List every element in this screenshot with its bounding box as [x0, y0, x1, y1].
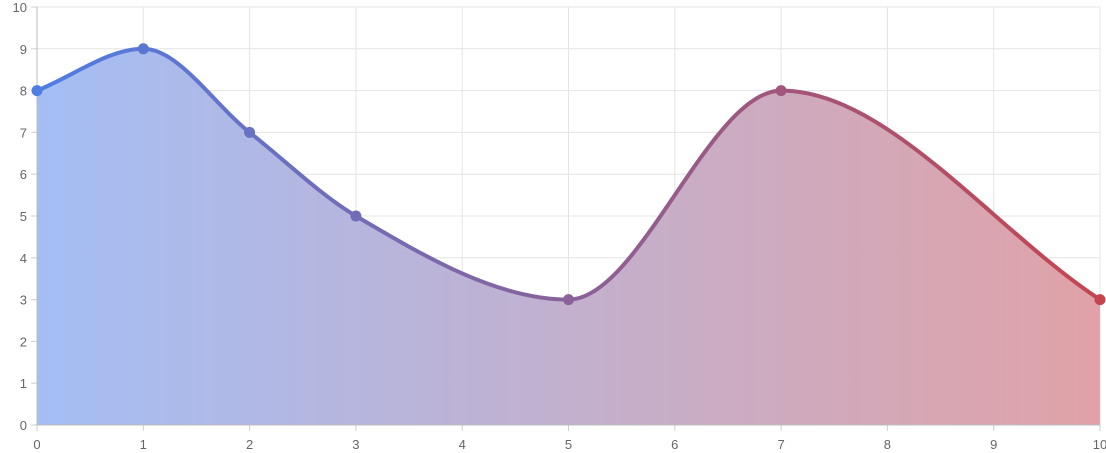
y-tick-label: 10: [13, 0, 27, 15]
x-tick-label: 6: [671, 437, 678, 452]
y-tick-label: 5: [20, 209, 27, 224]
x-tick-label: 3: [352, 437, 359, 452]
x-tick-label: 5: [565, 437, 572, 452]
y-tick-label: 4: [20, 251, 27, 266]
x-tick-label: 10: [1093, 437, 1106, 452]
data-point[interactable]: [244, 126, 256, 138]
data-point[interactable]: [350, 210, 362, 222]
y-tick-label: 2: [20, 334, 27, 349]
axes: [31, 6, 1101, 431]
area-layer: [37, 48, 1100, 426]
x-tick-label: 7: [777, 437, 784, 452]
tick-labels: 0 1 2 3 4 5 6 7 8 9 10 0 1 2 3 4 5 6 7 8 9 10: [13, 0, 1106, 452]
y-tick-label: 6: [20, 167, 27, 182]
points: [31, 43, 1106, 306]
y-tick-label: 3: [20, 293, 27, 308]
data-point[interactable]: [31, 85, 43, 97]
series-area: [37, 48, 1100, 426]
y-tick-label: 8: [20, 84, 27, 99]
y-tick-label: 7: [20, 125, 27, 140]
x-tick-label: 4: [459, 437, 466, 452]
x-tick-label: 0: [33, 437, 40, 452]
data-point[interactable]: [1094, 294, 1106, 306]
x-tick-label: 9: [990, 437, 997, 452]
y-tick-label: 9: [20, 42, 27, 57]
data-point[interactable]: [775, 85, 787, 97]
line-layer: [35, 46, 1102, 302]
x-tick-label: 8: [884, 437, 891, 452]
y-tick-label: 1: [20, 376, 27, 391]
data-point[interactable]: [563, 294, 574, 306]
x-tick-label: 2: [246, 437, 253, 452]
x-tick-label: 1: [140, 437, 147, 452]
data-point[interactable]: [137, 43, 149, 55]
series-line: [35, 46, 1102, 302]
y-tick-label: 0: [20, 418, 27, 433]
